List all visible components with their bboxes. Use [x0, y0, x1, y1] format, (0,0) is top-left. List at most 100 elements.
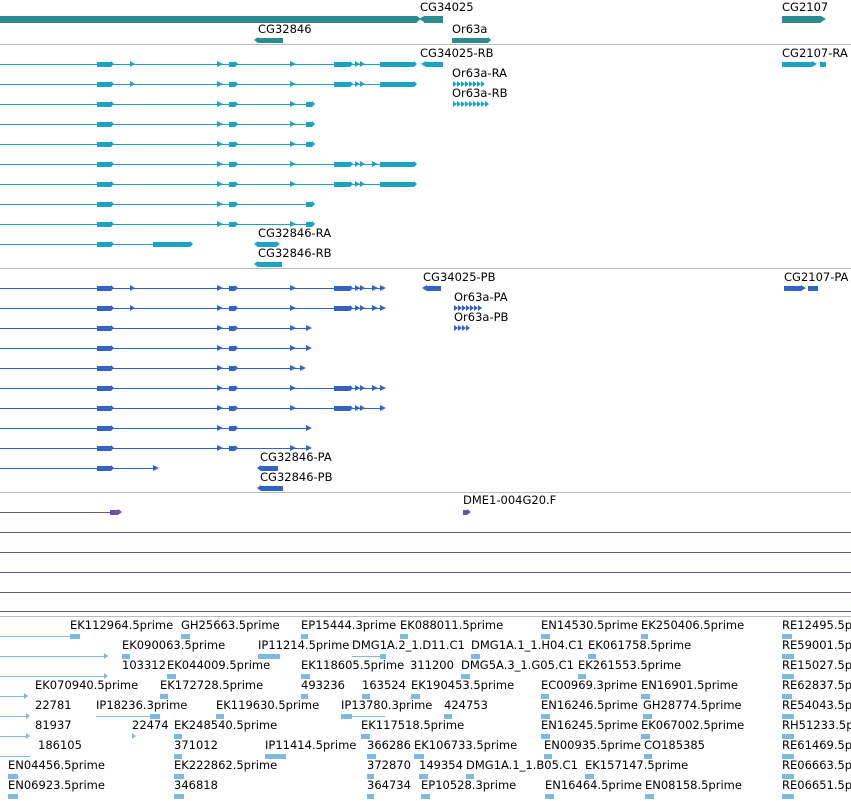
feature-label[interactable]: EK118605.5prime [301, 658, 405, 672]
feature-label[interactable]: DMG1A.2_1.D11.C1 [352, 638, 465, 652]
feature-label[interactable]: CG32846-PB [260, 470, 333, 484]
feature-label[interactable]: EP15444.3prime [301, 618, 397, 632]
exon-block[interactable] [341, 714, 352, 719]
exon-block[interactable] [229, 366, 235, 371]
exon-block[interactable] [784, 286, 801, 291]
exon-block[interactable] [301, 634, 308, 639]
exon-block[interactable] [160, 694, 168, 699]
exon-block[interactable] [585, 774, 594, 779]
exon-block[interactable] [97, 182, 111, 187]
feature-label[interactable]: IP13780.3prime [341, 698, 433, 712]
feature-label[interactable]: 346818 [174, 778, 218, 792]
exon-block[interactable] [174, 734, 182, 739]
exon-block[interactable] [808, 286, 818, 291]
exon-block[interactable] [229, 102, 235, 107]
exon-block[interactable] [641, 694, 650, 699]
exon-block[interactable] [782, 634, 792, 639]
exon-block[interactable] [641, 734, 650, 739]
exon-block[interactable] [229, 142, 235, 147]
feature-label[interactable]: 366286 [367, 738, 411, 752]
exon-block[interactable] [426, 62, 443, 67]
feature-label[interactable]: 371012 [174, 738, 218, 752]
exon-block[interactable] [380, 82, 414, 87]
exon-block[interactable] [380, 182, 414, 187]
feature-label[interactable]: EK250406.5prime [641, 618, 745, 632]
exon-block[interactable] [258, 242, 276, 247]
feature-label[interactable]: CG2107-PA [784, 270, 849, 284]
exon-block[interactable] [229, 446, 235, 451]
exon-block[interactable] [400, 634, 408, 639]
feature-label[interactable]: DMG1A.1_1.H04.C1 [471, 638, 584, 652]
exon-block[interactable] [258, 654, 280, 659]
exon-block[interactable] [8, 774, 18, 779]
feature-label[interactable]: EN16246.5prime [541, 698, 638, 712]
exon-block[interactable] [541, 734, 550, 739]
exon-block[interactable] [229, 62, 235, 67]
exon-block[interactable] [181, 634, 190, 639]
exon-block[interactable] [782, 794, 794, 799]
feature-label[interactable]: CG32846-PA [260, 450, 332, 464]
feature-label[interactable]: IP11414.5prime [265, 738, 357, 752]
feature-label[interactable]: DME1-004G20.F [463, 493, 557, 507]
exon-block[interactable] [70, 634, 80, 639]
exon-block[interactable] [97, 406, 111, 411]
feature-label[interactable]: 372870 [367, 758, 411, 772]
feature-label[interactable]: CG2107 [782, 0, 829, 14]
exon-block[interactable] [414, 754, 424, 759]
feature-label[interactable]: EN14530.5prime [541, 618, 638, 632]
feature-label[interactable]: 22474 [132, 718, 169, 732]
exon-block[interactable] [541, 714, 550, 719]
exon-block[interactable] [544, 754, 552, 759]
exon-block[interactable] [466, 774, 474, 779]
exon-block[interactable] [261, 466, 278, 471]
exon-block[interactable] [367, 794, 374, 799]
exon-block[interactable] [463, 510, 467, 515]
exon-block[interactable] [334, 286, 350, 291]
exon-block[interactable] [334, 162, 350, 167]
exon-block[interactable] [306, 142, 312, 147]
feature-label[interactable]: EN06923.5prime [8, 778, 105, 792]
feature-label[interactable]: Or63a-RA [452, 66, 508, 80]
feature-label[interactable]: CO185385 [644, 738, 705, 752]
feature-label[interactable]: EK119630.5prime [216, 698, 320, 712]
exon-block[interactable] [97, 446, 111, 451]
feature-label[interactable]: Or63a-PB [454, 310, 509, 324]
feature-label[interactable]: DMG1A.1_1.B05.C1 [466, 758, 578, 772]
exon-block[interactable] [380, 162, 414, 167]
exon-block[interactable] [97, 346, 111, 351]
exon-block[interactable] [588, 654, 596, 659]
exon-block[interactable] [306, 102, 312, 107]
exon-block[interactable] [301, 694, 308, 699]
exon-block[interactable] [229, 406, 235, 411]
exon-block[interactable] [334, 62, 350, 67]
exon-block[interactable] [229, 162, 235, 167]
exon-block[interactable] [174, 754, 182, 759]
exon-block[interactable] [427, 286, 441, 291]
feature-label[interactable]: CG34025 [420, 0, 474, 14]
feature-label[interactable]: EC00969.3prime [541, 678, 638, 692]
feature-label[interactable]: 149354 [419, 758, 463, 772]
exon-block[interactable] [258, 262, 282, 267]
exon-block[interactable] [641, 634, 648, 639]
feature-label[interactable]: IP11214.5prime [258, 638, 350, 652]
exon-block[interactable] [174, 794, 184, 799]
exon-block[interactable] [644, 754, 652, 759]
feature-label[interactable]: RE62837.5p [782, 678, 851, 692]
exon-block[interactable] [361, 734, 370, 739]
feature-label[interactable]: 22781 [35, 698, 72, 712]
exon-block[interactable] [380, 654, 386, 659]
feature-label[interactable]: RH51233.5p [782, 718, 851, 732]
exon-block[interactable] [782, 674, 794, 679]
exon-block[interactable] [97, 366, 111, 371]
exon-block[interactable] [545, 794, 554, 799]
feature-label[interactable]: RE15027.5p [782, 658, 851, 672]
feature-label[interactable]: 81937 [35, 718, 72, 732]
exon-block[interactable] [97, 242, 111, 247]
feature-label[interactable]: CG32846-RA [258, 226, 332, 240]
exon-block[interactable] [265, 754, 286, 759]
feature-label[interactable]: EK061758.5prime [588, 638, 692, 652]
exon-block[interactable] [97, 426, 111, 431]
feature-label[interactable]: EN00935.5prime [544, 738, 641, 752]
feature-label[interactable]: EK067002.5prime [641, 718, 745, 732]
exon-block[interactable] [301, 674, 310, 679]
